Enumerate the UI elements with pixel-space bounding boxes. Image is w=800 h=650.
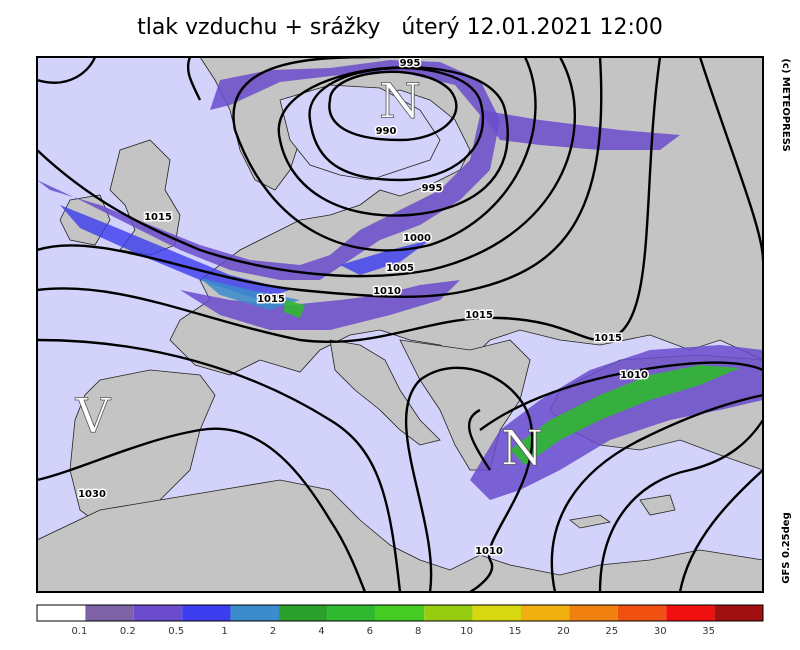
legend-tick-label: 8 <box>415 626 421 637</box>
map-title: tlak vzduchu + srážky úterý 12.01.2021 1… <box>137 15 663 40</box>
pressure-center: N <box>379 74 421 130</box>
isobar-label: 1030 <box>78 489 106 500</box>
land <box>569 514 611 529</box>
legend-swatch <box>569 605 618 621</box>
pressure-center: V <box>75 389 112 445</box>
isobar-label: 990 <box>376 126 397 137</box>
legend-tick-label: 6 <box>367 626 373 637</box>
isobar-label: 1010 <box>620 370 648 381</box>
copyright: (c) METEOPRESS <box>780 58 791 151</box>
legend-tick-label: 4 <box>318 626 324 637</box>
legend-swatch <box>279 605 328 621</box>
precipitation <box>200 278 300 310</box>
legend-tick-label: 30 <box>654 626 667 637</box>
precipitation <box>60 205 290 300</box>
land <box>329 339 441 446</box>
isobar-label: 1015 <box>465 310 493 321</box>
isobar-label: 1010 <box>475 546 503 557</box>
legend-swatch <box>424 605 473 621</box>
isobar-label: 1015 <box>144 212 172 223</box>
map: 995 990 995 1000 1005 1010 1015 1015 1015 1015 101… <box>37 57 763 592</box>
legend-swatch <box>182 605 231 621</box>
legend-swatch <box>714 605 763 621</box>
legend-swatch <box>617 605 667 621</box>
legend-swatch <box>230 605 279 621</box>
precipitation <box>284 300 305 318</box>
legend-tick-label: 35 <box>702 626 715 637</box>
map-frame <box>36 56 764 593</box>
isobar-label: 1015 <box>594 333 622 344</box>
legend-tick-label: 1 <box>221 626 227 637</box>
precipitation <box>180 280 460 330</box>
legend-tick-label: 25 <box>605 626 618 637</box>
legend-tick-label: 2 <box>270 626 276 637</box>
legend-tick-label: 15 <box>509 626 522 637</box>
legend-tick-label: 0.2 <box>120 626 136 637</box>
land <box>279 84 441 181</box>
land <box>37 479 763 592</box>
isobars <box>37 57 763 592</box>
isobar-label: 1010 <box>373 286 401 297</box>
isobar-label: 1015 <box>257 294 285 305</box>
legend-swatch <box>133 605 183 621</box>
legend: 0.1 0.2 0.5 1 2 4 6 8 10 15 20 25 30 35 <box>36 604 764 637</box>
legend-swatch <box>37 605 86 621</box>
precipitation <box>510 365 740 465</box>
legend-swatch <box>85 605 134 621</box>
isobar-label: 1000 <box>403 233 431 244</box>
isobar-label: 995 <box>422 183 443 194</box>
legend-tick-label: 10 <box>460 626 473 637</box>
precipitation <box>37 60 500 280</box>
land <box>639 494 676 516</box>
legend-tick-label: 0.5 <box>168 626 184 637</box>
legend-tick-label: 20 <box>557 626 570 637</box>
legend-frame <box>36 604 764 622</box>
legend-swatch <box>375 605 425 621</box>
isobar-label: 995 <box>400 58 421 69</box>
isobar-label: 1005 <box>386 263 414 274</box>
model-name: GFS 0.25deg <box>781 512 792 584</box>
legend-tick-label: 0.1 <box>71 626 87 637</box>
legend-swatch <box>327 605 376 621</box>
legend-swatch <box>521 605 570 621</box>
legend-swatch <box>472 605 521 621</box>
legend-swatch <box>666 605 715 621</box>
pressure-center: N <box>501 421 543 477</box>
